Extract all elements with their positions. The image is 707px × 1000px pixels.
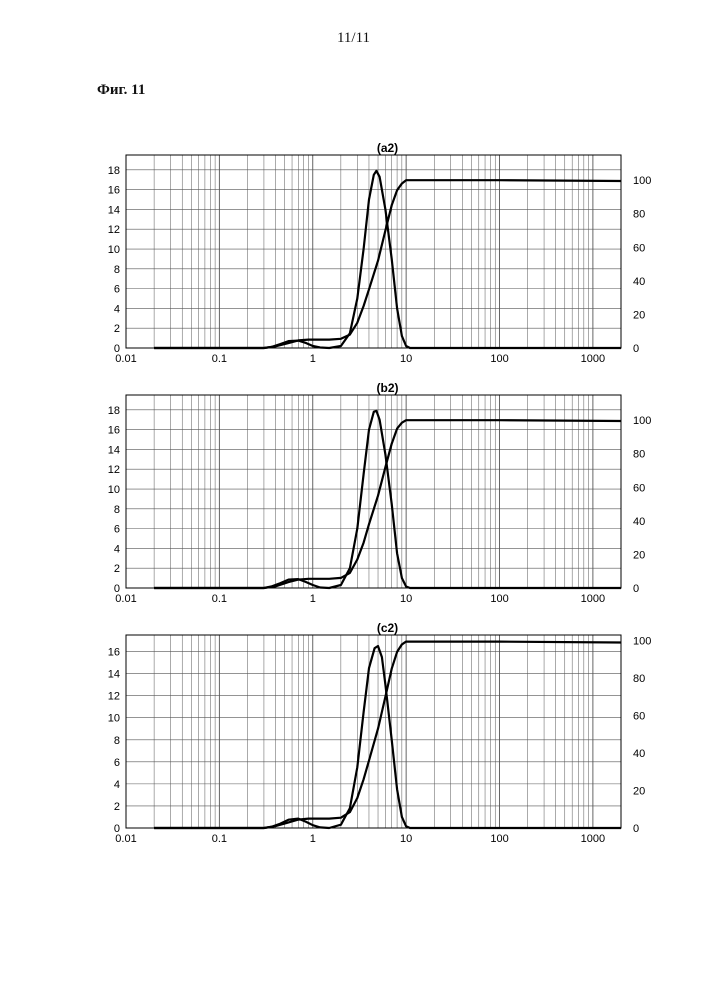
y-right-tick-label: 60 (633, 711, 645, 723)
y-left-tick-label: 0 (114, 343, 120, 355)
y-left-tick-label: 8 (114, 735, 120, 747)
y-left-tick-label: 10 (108, 484, 120, 496)
grid (126, 635, 621, 828)
y-left-tick-label: 8 (114, 264, 120, 276)
plot-frame (126, 395, 621, 588)
grid (126, 155, 621, 348)
y-left-tick-label: 12 (108, 224, 120, 236)
x-tick-label: 1 (310, 593, 316, 605)
y-right-tick-label: 60 (633, 242, 645, 254)
y-left-tick-label: 16 (108, 185, 120, 197)
y-left-tick-label: 16 (108, 425, 120, 437)
y-left-tick-label: 6 (114, 757, 120, 769)
y-left-tick-label: 0 (114, 823, 120, 835)
y-left-tick-label: 4 (114, 779, 120, 791)
y-left-tick-label: 10 (108, 244, 120, 256)
figure-label: Фиг. 11 (97, 82, 145, 99)
y-right-tick-label: 40 (633, 748, 645, 760)
x-tick-label: 1 (310, 833, 316, 845)
y-right-tick-label: 80 (633, 209, 645, 221)
y-left-tick-label: 6 (114, 524, 120, 536)
x-tick-label: 100 (490, 833, 508, 845)
cumulative-curve (154, 180, 621, 348)
x-tick-label: 0.1 (212, 833, 227, 845)
y-right-tick-label: 20 (633, 549, 645, 561)
chart-title: (a2) (377, 141, 398, 155)
y-right-tick-label: 100 (633, 415, 651, 427)
x-tick-label: 0.1 (212, 593, 227, 605)
plot-frame (126, 635, 621, 828)
y-left-tick-label: 6 (114, 284, 120, 296)
y-left-tick-label: 2 (114, 323, 120, 335)
page-number: 11/11 (0, 30, 707, 47)
y-right-tick-label: 0 (633, 343, 639, 355)
x-tick-label: 1 (310, 353, 316, 365)
y-left-tick-label: 4 (114, 543, 120, 555)
x-tick-label: 1000 (581, 593, 605, 605)
x-tick-label: 0.1 (212, 353, 227, 365)
y-left-tick-label: 18 (108, 405, 120, 417)
chart-c2: (c2)0.010.111010010000246810121416020406… (0, 618, 707, 858)
plot-frame (126, 155, 621, 348)
y-right-tick-label: 0 (633, 583, 639, 595)
y-left-tick-label: 4 (114, 303, 120, 315)
y-left-tick-label: 2 (114, 563, 120, 575)
y-left-tick-label: 14 (108, 669, 120, 681)
y-left-tick-label: 2 (114, 801, 120, 813)
x-tick-label: 100 (490, 353, 508, 365)
grid (126, 395, 621, 588)
x-tick-label: 10 (400, 593, 412, 605)
y-left-tick-label: 18 (108, 165, 120, 177)
y-right-tick-label: 20 (633, 309, 645, 321)
cumulative-curve (154, 642, 621, 828)
chart-b2: (b2)0.010.111010010000246810121416180204… (0, 378, 707, 618)
y-right-tick-label: 60 (633, 482, 645, 494)
x-tick-label: 10 (400, 833, 412, 845)
distribution-curve (154, 411, 621, 588)
chart-title: (b2) (377, 381, 399, 395)
y-left-tick-label: 14 (108, 444, 120, 456)
y-right-tick-label: 20 (633, 786, 645, 798)
chart-title: (c2) (377, 621, 398, 635)
chart-a2: (a2)0.010.111010010000246810121416180204… (0, 138, 707, 378)
y-right-tick-label: 40 (633, 516, 645, 528)
y-right-tick-label: 40 (633, 276, 645, 288)
y-left-tick-label: 0 (114, 583, 120, 595)
x-tick-label: 10 (400, 353, 412, 365)
y-left-tick-label: 12 (108, 464, 120, 476)
y-left-tick-label: 10 (108, 713, 120, 725)
cumulative-curve (154, 420, 621, 588)
y-left-tick-label: 16 (108, 647, 120, 659)
y-left-tick-label: 8 (114, 504, 120, 516)
distribution-curve (154, 171, 621, 348)
distribution-curve (154, 646, 621, 828)
x-tick-label: 100 (490, 593, 508, 605)
x-tick-label: 1000 (581, 353, 605, 365)
y-right-tick-label: 100 (633, 175, 651, 187)
y-right-tick-label: 0 (633, 823, 639, 835)
y-right-tick-label: 80 (633, 673, 645, 685)
x-tick-label: 1000 (581, 833, 605, 845)
y-left-tick-label: 14 (108, 204, 120, 216)
y-right-tick-label: 100 (633, 636, 651, 648)
y-right-tick-label: 80 (633, 449, 645, 461)
y-left-tick-label: 12 (108, 691, 120, 703)
